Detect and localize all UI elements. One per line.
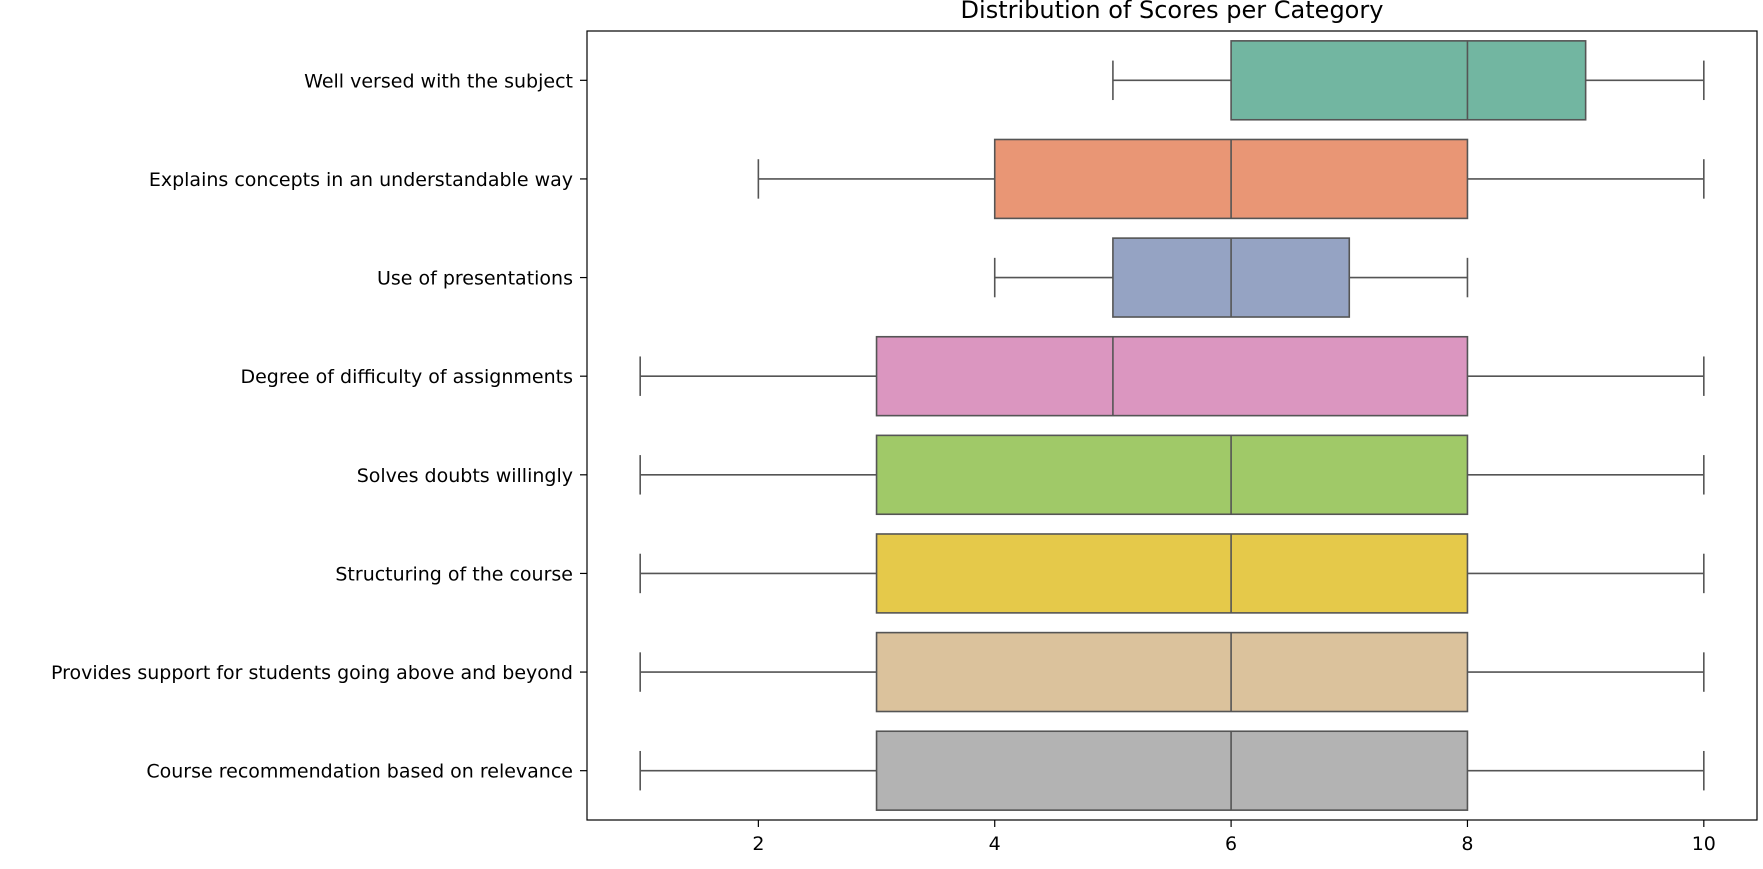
box <box>875 730 1469 811</box>
x-tick-label: 2 <box>752 833 764 855</box>
box <box>875 631 1469 713</box>
x-tick-label: 6 <box>1225 833 1237 855</box>
category-label: Well versed with the subject <box>304 70 573 92</box>
category-label: Use of presentations <box>377 268 573 290</box>
category-label: Solves doubts willingly <box>357 465 573 487</box>
box <box>875 335 1469 417</box>
chart-title: Distribution of Scores per Category <box>961 0 1384 24</box>
x-tick-label: 4 <box>989 833 1001 855</box>
x-tick-label: 8 <box>1461 833 1473 855</box>
category-label: Explains concepts in an understandable w… <box>149 169 573 191</box>
category-label: Structuring of the course <box>335 563 573 585</box>
category-label: Course recommendation based on relevance <box>146 761 573 783</box>
box <box>1230 40 1587 121</box>
x-tick-label: 10 <box>1692 833 1716 855</box>
plot-frame <box>586 30 1758 821</box>
box <box>875 434 1469 516</box>
category-label: Provides support for students going abov… <box>51 662 573 684</box>
box <box>875 533 1469 614</box>
category-label: Degree of difficulty of assignments <box>240 366 573 388</box>
